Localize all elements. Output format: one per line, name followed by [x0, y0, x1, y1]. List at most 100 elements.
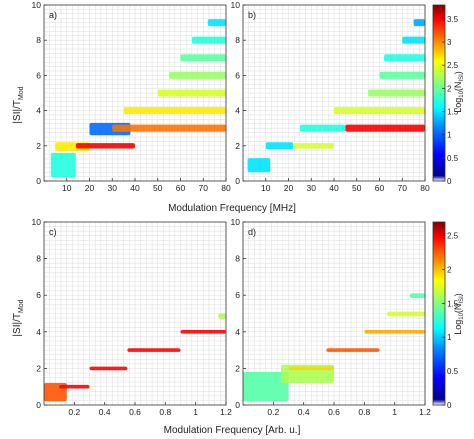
colorbar-bottom: 0 0.5 1 1.5 2 2.5 — [432, 221, 459, 410]
y-label-sub: Mod — [18, 299, 25, 313]
svg-text:|SI|/TMod: |SI|/TMod — [12, 299, 25, 336]
panel-label: d) — [248, 227, 256, 237]
y-label-main: |SI|/T — [12, 313, 23, 337]
cbar-label-sub: ISI — [459, 296, 465, 304]
x-tick-label: 70 — [199, 183, 209, 193]
panel-label: c) — [49, 227, 57, 237]
heat-band — [112, 124, 226, 132]
x-tick-label: 0.4 — [99, 407, 111, 417]
heat-band — [207, 19, 226, 27]
panel-c: 0.2 0.4 0.6 0.8 1 1.2 0 2 4 6 8 10 c) — [32, 217, 233, 417]
x-tick-label: 60 — [176, 183, 186, 193]
y-tick-label: 8 — [235, 35, 240, 45]
y-tick-label: 0 — [36, 176, 41, 186]
x-tick-label: 0.6 — [129, 407, 141, 417]
y-tick-label: 0 — [36, 400, 41, 410]
y-tick-label: 4 — [235, 106, 240, 116]
heat-band — [180, 54, 226, 62]
heat-bands — [44, 313, 226, 402]
heat-band — [59, 384, 90, 389]
colorbar-tick-label: 1 — [447, 333, 452, 342]
x-tick-label: 80 — [221, 183, 231, 193]
heat-band — [409, 293, 425, 298]
heat-bands — [50, 19, 226, 178]
cbar-label-log: Log — [453, 320, 463, 335]
x-tick-label: 30 — [307, 183, 317, 193]
y-tick-label: 8 — [36, 254, 41, 264]
cbar-label-log: Log — [453, 98, 463, 113]
colorbar-tick-label: 0 — [447, 401, 452, 410]
heat-band — [384, 54, 425, 62]
heat-band — [413, 19, 425, 27]
heat-band — [345, 124, 425, 132]
y-axis-label-bottom: |SI|/TMod — [12, 299, 25, 336]
x-tick-label: 0.8 — [358, 407, 370, 417]
svg-text:Log10(NISI): Log10(NISI) — [453, 293, 465, 335]
x-tick-label: 30 — [108, 183, 118, 193]
x-tick-label: 0.2 — [267, 407, 279, 417]
y-tick-label: 0 — [235, 400, 240, 410]
colorbar-tick-label: 2.5 — [447, 61, 459, 70]
y-tick-label: 4 — [235, 327, 240, 337]
grid — [243, 5, 425, 181]
heat-band — [299, 124, 346, 132]
y-tick-label: 10 — [32, 0, 42, 10]
y-tick-label: 4 — [36, 327, 41, 337]
heat-bands — [247, 19, 425, 173]
heat-bands — [243, 293, 425, 402]
svg-text:Log10(NISI): Log10(NISI) — [453, 71, 465, 113]
x-tick-label: 1 — [193, 407, 198, 417]
panel-b: 10 20 30 40 50 60 70 80 0 2 4 6 8 10 b) — [231, 0, 430, 193]
x-tick-label: 20 — [85, 183, 95, 193]
heat-band — [123, 107, 226, 115]
x-tick-label: 20 — [284, 183, 294, 193]
heat-band — [293, 143, 334, 149]
colorbars: 0 0.5 1 1.5 2 2.5 3 3.5 0 0.5 1 1.5 2 2.5 — [432, 4, 459, 410]
y-tick-label: 0 — [235, 176, 240, 186]
panel-d: 0.2 0.4 0.6 0.8 1 1.2 0 2 4 6 8 10 d) — [231, 217, 432, 417]
x-tick-label: 0.2 — [68, 407, 80, 417]
cbar-label-base: 10 — [459, 90, 465, 97]
heat-band — [50, 152, 76, 178]
panel-label: a) — [49, 10, 57, 20]
colorbar-tick-label: 1.5 — [447, 299, 459, 308]
heat-band — [387, 311, 425, 317]
heat-band — [247, 158, 271, 173]
colorbar-tick-label: 3 — [447, 38, 452, 47]
x-tick-label: 1.2 — [419, 407, 431, 417]
y-label-main: |SI|/T — [12, 100, 23, 124]
heat-band — [402, 36, 425, 44]
y-tick-label: 6 — [235, 290, 240, 300]
x-tick-label: 70 — [398, 183, 408, 193]
colorbar-gradient — [432, 4, 446, 182]
colorbar-tick-label: 0.5 — [447, 367, 459, 376]
colorbar-label-bottom: Log10(NISI) — [453, 293, 465, 335]
x-tick-label: 40 — [130, 183, 140, 193]
heat-band — [326, 348, 380, 352]
colorbar-gradient — [432, 221, 446, 406]
cbar-label-base: 10 — [459, 312, 465, 319]
y-tick-label: 6 — [235, 70, 240, 80]
x-tick-label: 0.8 — [159, 407, 171, 417]
heat-band — [180, 329, 226, 334]
x-tick-label: 80 — [420, 183, 430, 193]
colorbar-tick-label: 0.5 — [447, 154, 459, 163]
y-tick-label: 8 — [235, 254, 240, 264]
cbar-label-close: ) — [453, 71, 463, 74]
heat-band — [368, 89, 425, 97]
panel-a: 10 20 30 40 50 60 70 80 0 2 4 6 8 10 a) — [32, 0, 231, 193]
y-tick-label: 2 — [36, 363, 41, 373]
x-tick-label: 50 — [352, 183, 362, 193]
colorbar-tick-label: 2.5 — [447, 232, 459, 241]
heat-band — [334, 107, 425, 115]
colorbar-label-top: Log10(NISI) — [453, 71, 465, 113]
x-tick-label: 1 — [392, 407, 397, 417]
grid — [44, 222, 226, 405]
heat-band — [379, 71, 425, 79]
colorbar-tick-label: 2 — [447, 84, 452, 93]
x-tick-label: 0.6 — [328, 407, 340, 417]
grid — [44, 5, 226, 181]
heat-band — [364, 329, 425, 334]
heat-band — [191, 36, 226, 44]
